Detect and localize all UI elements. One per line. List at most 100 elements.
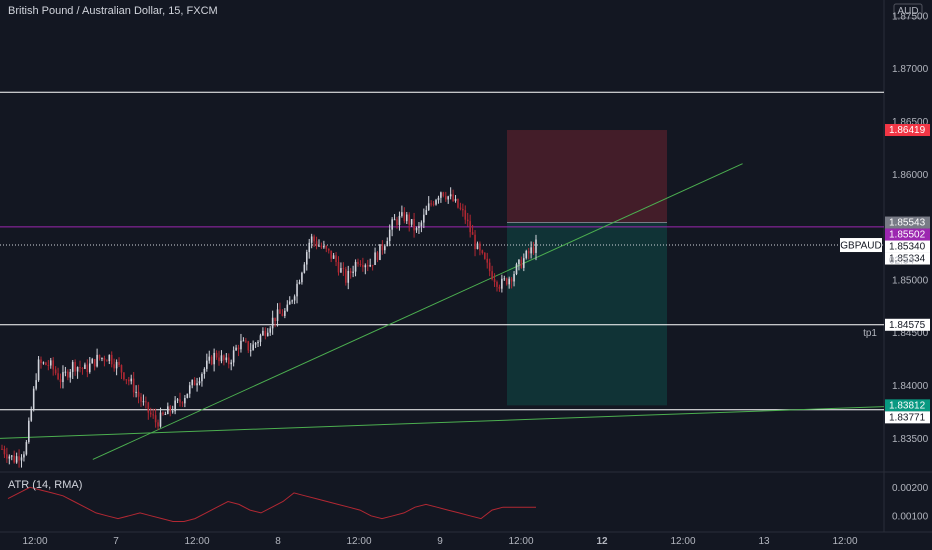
price-tag-bg (885, 216, 930, 229)
candle-body (223, 355, 225, 361)
candle-body (227, 357, 230, 365)
atr-indicator-title[interactable]: ATR (14, RMA) (8, 479, 83, 491)
candle-body (449, 194, 452, 197)
candle-body (327, 248, 330, 251)
candle-body (157, 422, 159, 427)
candle-body (181, 402, 184, 404)
currency-label[interactable]: AUD (897, 6, 918, 17)
candle-body (59, 379, 62, 383)
candle-body (415, 227, 418, 231)
candle-body (515, 264, 518, 275)
candle-body (10, 455, 13, 457)
candle-body (193, 379, 196, 386)
price-tag: 1.83812 (889, 400, 926, 411)
x-tick-label: 12:00 (184, 536, 209, 547)
atr-tick-label: 0.00200 (892, 483, 929, 494)
y-tick-label: 1.86000 (892, 170, 929, 181)
candle-body (481, 250, 484, 254)
candle-body (447, 196, 450, 200)
candle-body (52, 360, 55, 370)
candle-body (454, 198, 457, 201)
candle-body (176, 399, 179, 401)
candle-body (281, 313, 284, 316)
candle-body (218, 357, 220, 362)
candle-body (164, 414, 167, 416)
chart-title: British Pound / Australian Dollar, 15, F… (8, 5, 218, 17)
stop-loss-zone[interactable] (507, 130, 667, 223)
candle-body (188, 385, 191, 394)
candle-body (474, 234, 476, 249)
currency-label-frame (893, 3, 923, 19)
candle-body (288, 301, 291, 305)
candle-body (232, 350, 235, 363)
y-tick-label: 1.85000 (892, 275, 929, 286)
x-tick-label: 12:00 (346, 536, 371, 547)
candle-body (471, 232, 474, 235)
candle-body (262, 330, 264, 336)
candle-body (532, 247, 535, 253)
candle-body (354, 261, 357, 272)
candle-body (147, 402, 150, 413)
candle-body (257, 341, 259, 344)
candle-body (264, 330, 267, 336)
candle-body (252, 344, 254, 351)
candle-body (391, 219, 393, 230)
price-tag: 1.85340 (889, 242, 926, 253)
candle-body (310, 236, 313, 243)
candle-body (430, 203, 432, 205)
candle-body (313, 236, 315, 242)
atr-line (7, 486, 536, 522)
candle-body (96, 354, 98, 367)
candle-body (242, 340, 245, 342)
candle-body (342, 268, 345, 270)
x-tick-label: 9 (437, 536, 443, 547)
price-tag-bg (885, 240, 930, 253)
candle-body (130, 378, 133, 382)
candle-body (240, 340, 242, 350)
candle-body (186, 393, 189, 398)
trendline[interactable] (0, 406, 885, 439)
candle-body (23, 454, 25, 458)
candle-body (64, 371, 67, 373)
level-annotation: tp1 (863, 328, 877, 339)
candle-body (444, 196, 447, 200)
candle-body (79, 367, 81, 369)
candle-body (401, 212, 403, 216)
candle-body (271, 317, 274, 329)
candle-body (259, 335, 262, 342)
candle-body (396, 219, 398, 225)
candle-body (142, 401, 145, 403)
candle-body (76, 367, 79, 372)
y-tick-label: 1.86500 (892, 117, 929, 128)
candle-body (206, 360, 208, 369)
candle-body (201, 374, 203, 382)
candle-body (457, 198, 459, 208)
price-tag-bg (885, 124, 930, 137)
price-tag-bg (885, 228, 930, 241)
candle-body (196, 383, 198, 386)
trendline[interactable] (92, 163, 743, 460)
candle-body (296, 283, 298, 297)
candle-body (376, 252, 379, 260)
candle-body (369, 264, 371, 267)
x-tick-label: 7 (113, 536, 119, 547)
candle-body (362, 265, 364, 268)
candle-body (140, 396, 142, 402)
candle-body (527, 250, 530, 254)
candle-body (462, 208, 464, 211)
candle-body (403, 212, 406, 222)
candle-body (318, 245, 320, 247)
candle-body (137, 391, 140, 397)
price-tag: 1.85543 (889, 218, 926, 229)
candle-body (154, 415, 157, 423)
x-tick-label: 12:00 (832, 536, 857, 547)
candle-body (303, 264, 306, 273)
candle-body (476, 243, 479, 249)
price-tag: 1.86419 (889, 125, 926, 136)
candle-body (135, 391, 137, 393)
candle-body (364, 265, 367, 268)
candle-body (293, 296, 296, 301)
bar-countdown: 02:34 (889, 256, 914, 267)
candle-body (247, 341, 250, 351)
